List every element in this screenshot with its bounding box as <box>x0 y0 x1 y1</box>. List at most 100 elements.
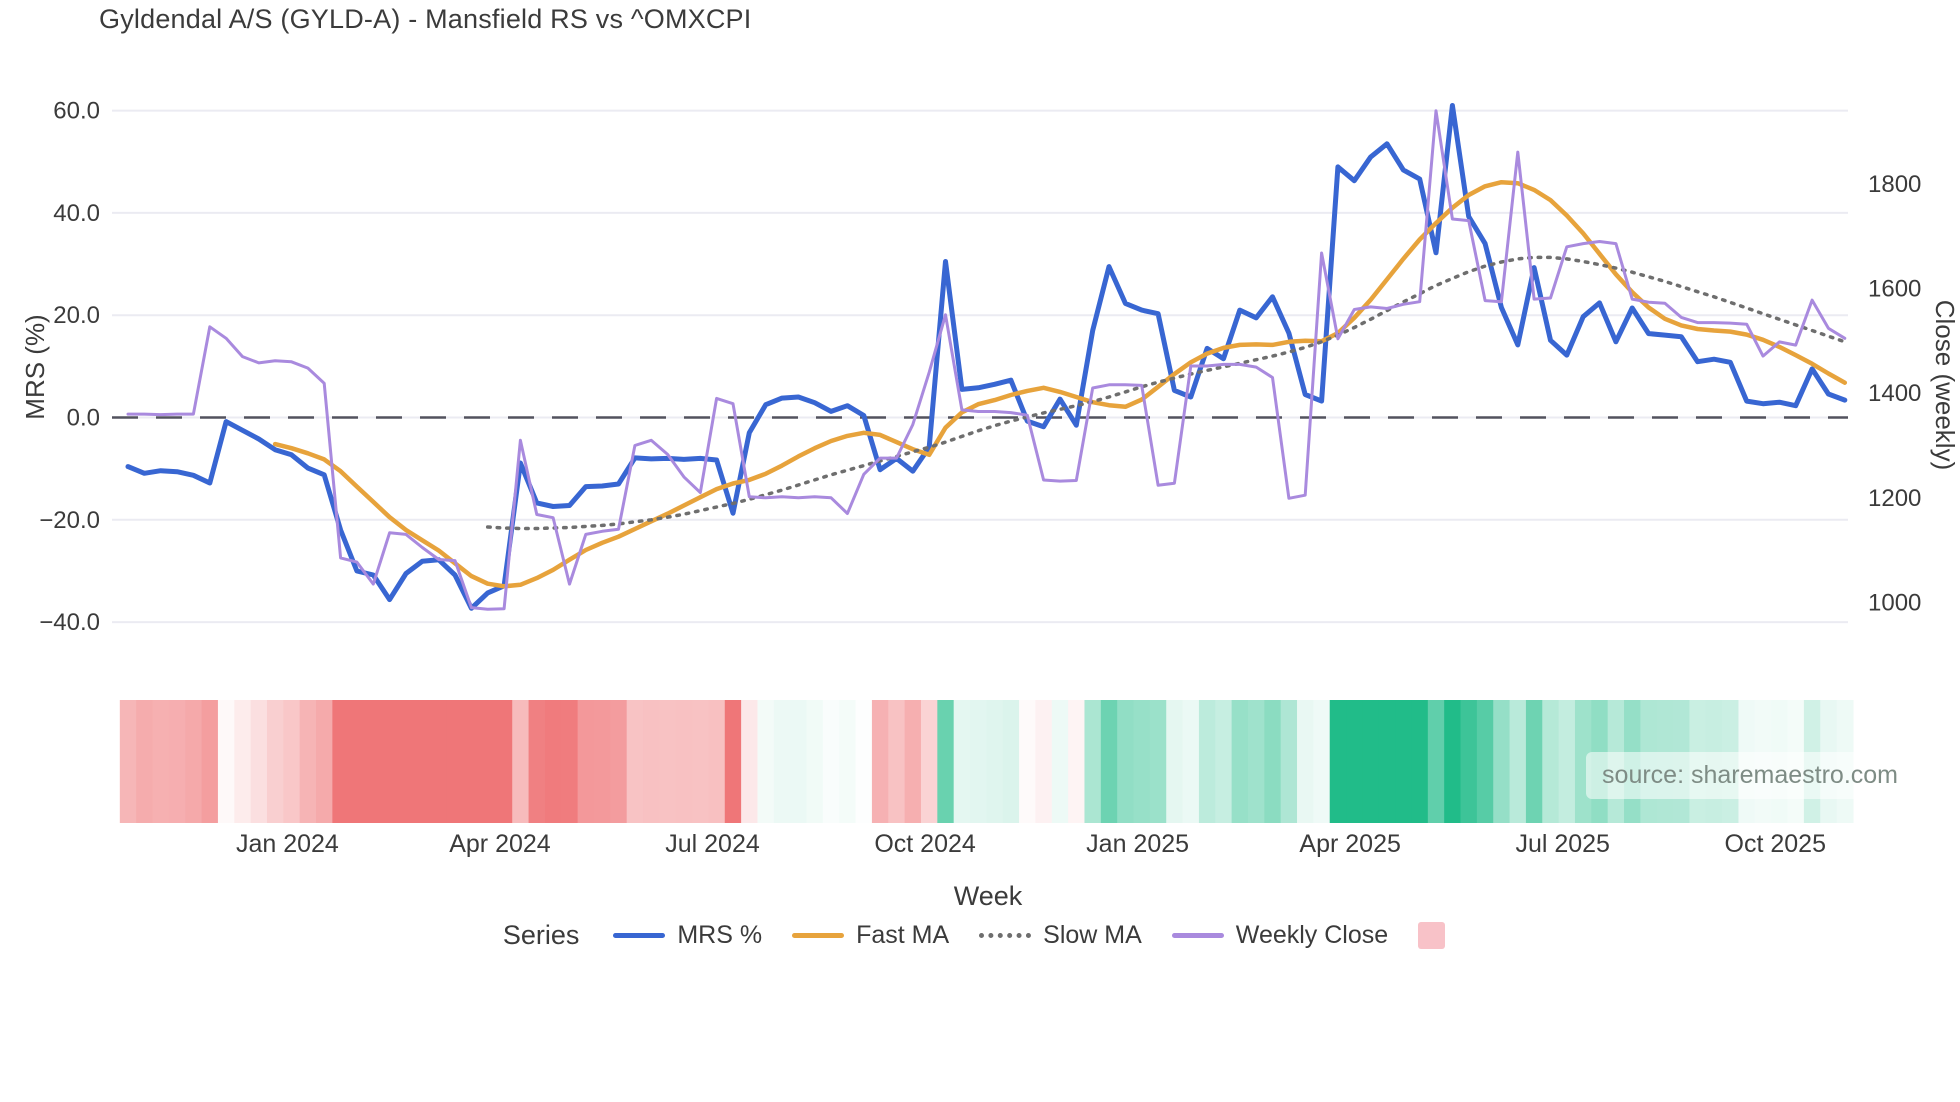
heatmap-week-cell <box>1329 700 1347 823</box>
heatmap-week-cell <box>953 700 971 823</box>
heatmap-week-cell <box>1378 700 1396 823</box>
y-axis-right-tick-label: 1000 <box>1868 589 1921 616</box>
series-line-weekly-close[interactable] <box>126 109 1847 611</box>
legend: Series MRS % Fast MA Slow MA Weekly Clos… <box>0 920 1960 951</box>
heatmap-week-cell <box>1346 700 1364 823</box>
heatmap-week-cell <box>1509 700 1527 823</box>
heatmap-week-cell <box>1427 700 1445 823</box>
heatmap-week-cell <box>1198 700 1216 823</box>
y-axis-right-title: Close (weekly) <box>1930 300 1960 471</box>
heatmap-week-cell <box>283 700 301 823</box>
heatmap-week-cell <box>920 700 938 823</box>
legend-item-fast-ma[interactable]: Fast MA <box>792 921 949 950</box>
y-axis-left-tick-label: 40.0 <box>53 200 100 227</box>
x-axis-tick-label: Jan 2025 <box>1086 830 1189 858</box>
heatmap-week-cell <box>741 700 759 823</box>
y-axis-right-tick-label: 1200 <box>1868 485 1921 512</box>
heatmap-week-cell <box>1411 700 1429 823</box>
heatmap-week-cell <box>561 700 579 823</box>
heatmap-week-cell <box>348 700 366 823</box>
heatmap-week-cell <box>626 700 644 823</box>
heatmap-week-cell <box>692 700 710 823</box>
heatmap-week-cell <box>152 700 170 823</box>
legend-title: Series <box>502 920 580 950</box>
heatmap-week-cell <box>119 700 137 823</box>
heatmap-week-cell <box>168 700 186 823</box>
legend-item-mrs[interactable]: MRS % <box>613 921 762 950</box>
heatmap-week-cell <box>904 700 922 823</box>
heatmap-week-cell <box>316 700 333 823</box>
heatmap-week-cell <box>1182 700 1200 823</box>
heatmap-week-cell <box>1019 700 1037 823</box>
heatmap-week-cell <box>659 700 677 823</box>
heatmap-week-cell <box>299 700 317 823</box>
heatmap-week-cell <box>822 700 840 823</box>
heatmap-week-cell <box>610 700 628 823</box>
heatmap-week-cell <box>1035 700 1053 823</box>
y-axis-left-tick-label: 0.0 <box>67 405 100 432</box>
heatmap-week-cell <box>479 700 497 823</box>
heatmap-week-cell <box>463 700 481 823</box>
source-attribution: source: sharemaestro.com <box>1586 752 1914 799</box>
series-line-mrs-[interactable] <box>125 103 1848 611</box>
source-text: source: sharemaestro.com <box>1602 761 1898 789</box>
heatmap-week-cell <box>888 700 906 823</box>
x-axis-tick-label: Jan 2024 <box>236 830 339 858</box>
x-axis-tick-label: Apr 2025 <box>1299 830 1400 858</box>
y-axis-left-tick-label: 20.0 <box>53 302 100 329</box>
heatmap-week-cell <box>1280 700 1298 823</box>
heatmap-week-cell <box>1444 700 1462 823</box>
legend-item-weekly-close[interactable]: Weekly Close <box>1171 921 1388 950</box>
heatmap-week-cell <box>217 700 235 823</box>
y-axis-left-tick-label: 60.0 <box>53 98 100 125</box>
heatmap-week-cell <box>1313 700 1331 823</box>
heatmap-week-cell <box>1264 700 1282 823</box>
series-line-slow-ma[interactable] <box>485 255 1847 531</box>
heatmap-week-cell <box>790 700 808 823</box>
heatmap-week-cell <box>871 700 889 823</box>
heatmap-week-cell <box>1525 700 1543 823</box>
series-line-fast-ma[interactable] <box>272 179 1848 589</box>
heatmap-week-cell <box>446 700 464 823</box>
relative-strength-chart[interactable]: 60.0 40.0 20.0 0.0 −20.0 −40.0 1800 1600 1400 120… <box>0 0 1960 915</box>
heatmap-week-cell <box>675 700 693 823</box>
x-axis-tick-label: Apr 2024 <box>449 830 551 858</box>
heatmap-week-cell <box>1395 700 1413 823</box>
heatmap-week-cell <box>1084 700 1102 823</box>
legend-item-slow-ma[interactable]: Slow MA <box>979 921 1142 950</box>
heatmap-week-cell <box>1002 700 1020 823</box>
heatmap-week-cell <box>708 700 726 823</box>
heatmap-week-cell <box>1068 700 1086 823</box>
heatmap-week-cell <box>397 700 415 823</box>
y-axis-left-tick-label: −40.0 <box>39 609 100 636</box>
heatmap-week-cell <box>1493 700 1511 823</box>
heatmap-week-cell <box>643 700 660 823</box>
heatmap-swatch-icon <box>1418 922 1446 949</box>
y-axis-left-tick-label: −20.0 <box>39 507 100 534</box>
x-axis-tick-label: Jul 2024 <box>665 830 760 858</box>
heatmap-week-cell <box>1297 700 1314 823</box>
heatmap-week-cell <box>1215 700 1233 823</box>
heatmap-week-cell <box>757 700 775 823</box>
y-axis-right-tick-label: 1800 <box>1868 171 1921 198</box>
fast-ma-line-swatch-icon <box>792 933 845 938</box>
heatmap-week-cell <box>266 700 284 823</box>
heatmap-week-cell <box>414 700 432 823</box>
heatmap-week-cell <box>544 700 562 823</box>
heatmap-week-cell <box>577 700 595 823</box>
y-axis-left-title: MRS (%) <box>20 314 50 419</box>
heatmap-week-cell <box>234 700 252 823</box>
x-axis-tick-label: Jul 2025 <box>1515 830 1610 858</box>
heatmap-week-cell <box>1460 700 1478 823</box>
legend-item-heatmap[interactable] <box>1418 922 1457 949</box>
heatmap-week-cell <box>1542 700 1560 823</box>
heatmap-week-cell <box>839 700 857 823</box>
heatmap-week-cell <box>1166 700 1184 823</box>
heatmap-week-cell <box>1558 700 1576 823</box>
heatmap-week-cell <box>855 700 873 823</box>
weekly-close-line-swatch-icon <box>1171 933 1224 938</box>
heatmap-week-cell <box>136 700 154 823</box>
heatmap-week-cell <box>806 700 824 823</box>
heatmap-week-cell <box>1133 700 1151 823</box>
